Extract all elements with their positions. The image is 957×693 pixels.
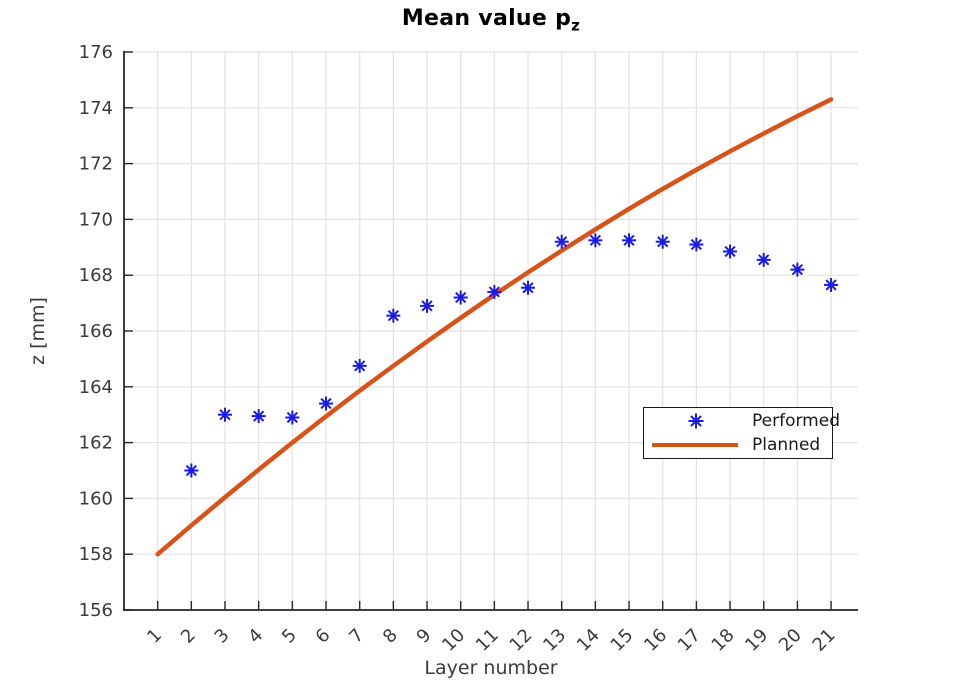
chart-title-main: Mean value p [401, 6, 572, 31]
y-tick-label: 174 [79, 98, 113, 119]
performed-marker [251, 409, 266, 424]
y-tick-label: 172 [79, 154, 113, 175]
x-tick-label: 12 [506, 625, 537, 656]
x-axis-label: Layer number [424, 657, 558, 679]
legend-item-planned: Planned [644, 433, 832, 457]
performed-marker [487, 284, 502, 299]
line-marker-icon [652, 443, 738, 448]
performed-marker [521, 280, 536, 295]
chart-title: Mean value pz [124, 6, 858, 34]
performed-marker [554, 234, 569, 249]
performed-marker [184, 463, 199, 478]
legend-label-performed: Performed [752, 410, 840, 431]
y-tick-label: 168 [79, 265, 113, 286]
y-tick-label: 158 [79, 544, 113, 565]
y-tick-label: 162 [79, 433, 113, 454]
performed-marker [218, 407, 233, 422]
x-tick-label: 17 [674, 625, 705, 656]
y-tick-label: 160 [79, 488, 113, 509]
y-tick-label: 170 [79, 209, 113, 230]
asterisk-marker-icon [688, 413, 704, 429]
performed-marker [790, 262, 805, 277]
x-tick-label: 15 [607, 625, 638, 656]
performed-marker [723, 244, 738, 259]
x-tick-label: 13 [539, 625, 570, 656]
y-axis-label: z [mm] [27, 297, 49, 365]
x-tick-label: 8 [379, 625, 402, 648]
legend-label-planned: Planned [752, 435, 821, 456]
performed-marker [453, 290, 468, 305]
legend-symbol-planned [644, 443, 740, 448]
performed-marker [420, 298, 435, 313]
performed-marker [386, 308, 401, 323]
x-tick-label: 11 [472, 625, 503, 656]
x-tick-label: 9 [413, 625, 436, 648]
x-tick-label: 20 [775, 625, 806, 656]
x-tick-label: 19 [741, 625, 772, 656]
legend-item-performed: Performed [644, 409, 840, 433]
performed-marker [319, 396, 334, 411]
performed-marker [689, 237, 704, 252]
performed-marker [588, 233, 603, 248]
y-tick-label: 164 [79, 377, 113, 398]
x-tick-label: 3 [211, 625, 234, 648]
performed-marker [285, 410, 300, 425]
x-tick-label: 18 [708, 625, 739, 656]
x-tick-label: 4 [244, 625, 267, 648]
performed-marker [352, 358, 367, 373]
y-tick-label: 166 [79, 321, 113, 342]
legend: Performed Planned [643, 407, 840, 459]
x-tick-label: 10 [438, 625, 469, 656]
y-tick-label: 156 [79, 600, 113, 621]
x-tick-label: 2 [177, 625, 200, 648]
performed-marker [622, 233, 637, 248]
performed-marker [824, 277, 839, 292]
legend-symbol-performed [644, 412, 740, 430]
y-tick-label: 176 [79, 42, 113, 63]
chart-title-subscript: z [571, 16, 581, 35]
x-tick-label: 7 [345, 625, 368, 648]
x-tick-label: 21 [809, 625, 840, 656]
x-tick-label: 14 [573, 625, 604, 656]
performed-marker [756, 252, 771, 267]
x-tick-label: 5 [278, 625, 301, 648]
x-tick-label: 1 [143, 625, 166, 648]
x-tick-label: 6 [312, 625, 335, 648]
performed-marker [655, 234, 670, 249]
x-tick-label: 16 [640, 625, 671, 656]
